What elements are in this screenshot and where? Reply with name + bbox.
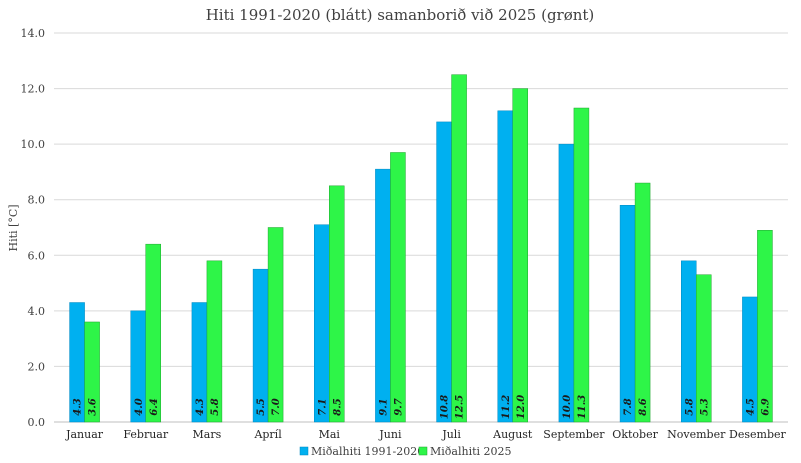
y-tick-label: 8.0 [28,194,46,207]
data-label: 4.3 [73,398,84,415]
x-category-label: Oktober [612,428,658,441]
bar-series-2 [634,182,651,423]
bar-series-2 [451,74,467,423]
x-category-label: Mai [319,428,341,441]
x-axis-categories: Januar Februar Mars Apríl Mai Juni Juli August S… [65,428,786,441]
data-label: 4.0 [134,398,145,415]
data-label: 7.0 [271,398,282,415]
data-label: 4.3 [195,398,206,415]
bar-series-2 [390,152,406,423]
bar-series-1 [375,168,391,423]
legend-label-series-1: Miðalhiti 1991-2020 [311,445,424,458]
x-category-label: Mars [193,428,222,441]
y-tick-label: 6.0 [28,249,46,262]
data-label: 12.0 [516,395,527,419]
data-label: 3.6 [88,398,99,415]
data-label: 10.0 [562,395,573,419]
x-category-label: Apríl [253,428,282,441]
bar-series-1 [314,224,330,423]
y-tick-label: 0.0 [28,416,46,429]
legend-swatch-series-2 [418,446,428,456]
bar-series-2 [696,274,712,423]
data-label: 7.8 [623,398,634,415]
data-label: 12.5 [455,395,466,419]
data-label: 10.8 [440,395,451,419]
data-label: 11.2 [501,395,512,419]
bar-series-2 [267,227,284,423]
data-label: 6.4 [149,398,160,415]
bar-series-2 [512,88,528,423]
data-label: 4.5 [745,398,756,415]
y-tick-label: 2.0 [28,360,46,373]
y-axis-label: Hiti [°C] [7,204,20,251]
data-label: 5.3 [699,398,710,415]
x-category-label: Desember [729,428,786,441]
bar-series-1 [436,121,452,423]
bar-series-2 [573,107,590,423]
data-label: 8.6 [638,398,649,415]
bar-series-2 [329,185,345,423]
data-label: 8.5 [332,398,343,415]
x-category-label: November [667,428,726,441]
x-category-label: September [543,428,605,441]
x-category-label: August [492,428,533,441]
bar-series-1 [619,205,636,423]
y-axis-ticks: 0.0 2.0 4.0 6.0 8.0 10.0 12.0 14.0 [21,27,46,429]
data-label: 5.5 [256,398,267,415]
legend: Miðalhiti 1991-2020 Miðalhiti 2025 [299,445,512,458]
data-label: 9.1 [378,398,389,415]
bar-series-2 [757,230,773,423]
x-category-label: Juni [378,428,402,441]
y-tick-label: 12.0 [21,83,46,96]
bar-series-2 [206,260,223,423]
x-category-label: Januar [65,428,104,441]
y-tick-label: 14.0 [21,27,46,40]
bar-series-2 [145,243,161,423]
x-category-label: Juli [441,428,461,441]
x-category-label: Februar [123,428,168,441]
bar-series-1 [497,110,513,423]
data-label: 7.1 [317,398,328,415]
y-tick-label: 10.0 [21,138,46,151]
data-label: 6.9 [760,398,771,415]
data-label: 9.7 [393,398,404,415]
legend-label-series-2: Miðalhiti 2025 [430,445,512,458]
y-tick-label: 4.0 [28,305,46,318]
data-label: 5.8 [684,398,695,415]
bars [69,74,773,423]
gridlines [54,32,788,423]
data-label: 5.8 [210,398,221,415]
data-labels: 4.3 3.6 4.0 6.4 4.3 5.8 5.5 7.0 7.1 8.5 9.1 9.7 10.8… [73,395,772,419]
data-label: 11.3 [577,395,588,419]
bar-series-2 [84,321,100,423]
legend-swatch-series-1 [299,446,309,456]
bar-series-1 [558,143,575,423]
chart-title: Hiti 1991-2020 (blátt) samanborið við 20… [206,6,595,24]
bar-series-1 [681,260,697,423]
